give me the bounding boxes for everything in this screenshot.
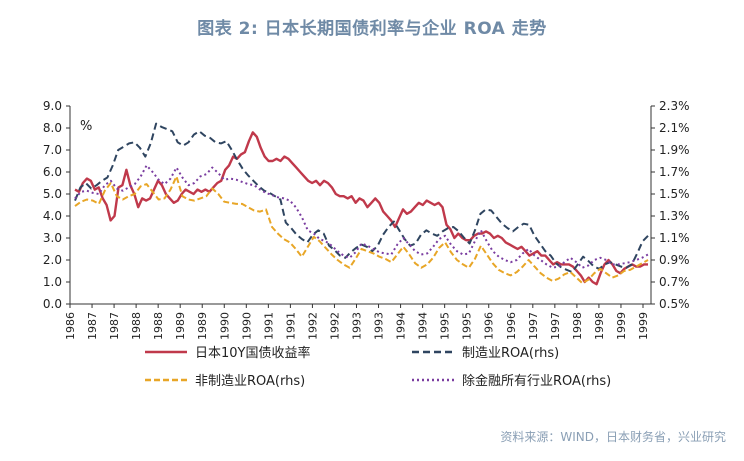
x-tick-label: 1999 — [637, 312, 650, 340]
x-tick-label: 1997 — [549, 312, 562, 340]
x-tick-label: 1987 — [108, 312, 121, 340]
x-tick-label: 1989 — [174, 312, 187, 340]
x-tick-label: 1994 — [395, 312, 408, 340]
right-tick-label: 0.9% — [659, 253, 690, 267]
right-tick-label: 2.1% — [659, 121, 690, 135]
left-tick-label: 0.0 — [43, 297, 62, 311]
right-tick-label: 1.5% — [659, 187, 690, 201]
source-note: 资料来源：WIND，日本财务省，兴业研究 — [500, 430, 726, 444]
legend-label: 制造业ROA(rhs) — [462, 346, 559, 361]
x-tick-label: 1996 — [483, 312, 496, 340]
left-tick-label: 5.0 — [43, 187, 62, 201]
right-tick-label: 1.3% — [659, 209, 690, 223]
x-tick-label: 1999 — [615, 312, 628, 340]
x-tick-label: 1991 — [284, 312, 297, 340]
right-tick-label: 0.7% — [659, 275, 690, 289]
x-tick-label: 1998 — [593, 312, 606, 340]
legend-label: 日本10Y国债收益率 — [195, 345, 310, 361]
x-tick-label: 1995 — [461, 312, 474, 340]
x-tick-label: 1990 — [218, 312, 231, 340]
x-tick-label: 1992 — [306, 312, 319, 340]
legend-label: 除金融所有行业ROA(rhs) — [462, 373, 611, 389]
x-tick-label: 1986 — [64, 312, 77, 340]
left-tick-label: 7.0 — [43, 143, 62, 157]
x-tick-label: 1998 — [571, 312, 584, 340]
left-tick-label: 8.0 — [43, 121, 62, 135]
x-tick-label: 1988 — [130, 312, 143, 340]
left-tick-label: 4.0 — [43, 209, 62, 223]
right-tick-label: 1.7% — [659, 165, 690, 179]
x-tick-label: 1992 — [328, 312, 341, 340]
x-tick-label: 1993 — [351, 312, 364, 340]
series-nonmanufacturing-roa-line — [74, 175, 649, 285]
x-tick-label: 1994 — [417, 312, 430, 340]
x-tick-label: 1991 — [262, 312, 275, 340]
right-tick-label: 2.3% — [659, 99, 690, 113]
left-tick-label: 1.0 — [43, 275, 62, 289]
left-tick-label: 2.0 — [43, 253, 62, 267]
right-tick-label: 1.1% — [659, 231, 690, 245]
x-tick-label: 1997 — [527, 312, 540, 340]
x-tick-label: 1990 — [240, 312, 253, 340]
chart-title: 图表 2: 日本长期国债利率与企业 ROA 走势 — [197, 19, 547, 39]
series-jgb-10y-line — [74, 131, 648, 286]
unit-label: % — [80, 119, 92, 134]
legend-label: 非制造业ROA(rhs) — [195, 374, 305, 389]
x-tick-label: 1988 — [152, 312, 165, 340]
left-tick-label: 6.0 — [43, 165, 62, 179]
x-tick-label: 1996 — [505, 312, 518, 340]
series-all-ex-finance-roa-line — [74, 164, 649, 269]
right-tick-label: 1.9% — [659, 143, 690, 157]
x-tick-label: 1989 — [196, 312, 209, 340]
left-tick-label: 9.0 — [43, 99, 62, 113]
x-tick-label: 1987 — [86, 312, 99, 340]
left-tick-label: 3.0 — [43, 231, 62, 245]
x-tick-label: 1993 — [373, 312, 386, 340]
x-tick-label: 1995 — [439, 312, 452, 340]
right-tick-label: 0.5% — [659, 297, 690, 311]
